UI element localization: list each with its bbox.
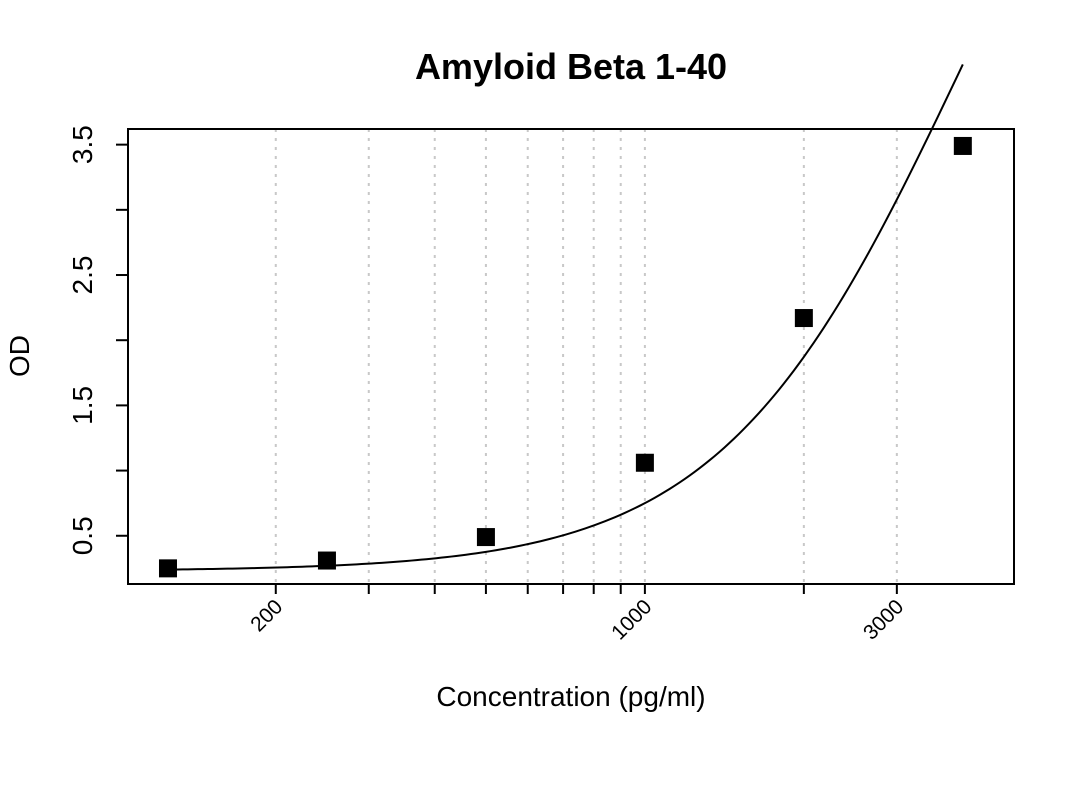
plot-frame — [127, 128, 1015, 585]
y-axis-label: OD — [4, 335, 35, 377]
gridlines — [274, 129, 898, 584]
x-axis-label: Concentration (pg/ml) — [436, 681, 705, 712]
data-point — [635, 453, 654, 472]
data-points — [158, 136, 972, 578]
data-point — [158, 559, 177, 578]
y-tick-label: 3.5 — [67, 125, 98, 164]
data-point — [953, 136, 972, 155]
data-point — [794, 309, 813, 328]
y-axis: 0.5 1.5 2.5 3.5 — [67, 125, 128, 555]
data-point — [476, 528, 495, 547]
fit-curve — [167, 64, 964, 571]
fit-curve-layer — [167, 64, 964, 571]
y-tick-label: 2.5 — [67, 256, 98, 295]
chart-title: Amyloid Beta 1-40 — [415, 46, 727, 87]
data-point — [317, 551, 336, 570]
y-tick-label: 0.5 — [67, 516, 98, 555]
y-tick-label: 1.5 — [67, 386, 98, 425]
